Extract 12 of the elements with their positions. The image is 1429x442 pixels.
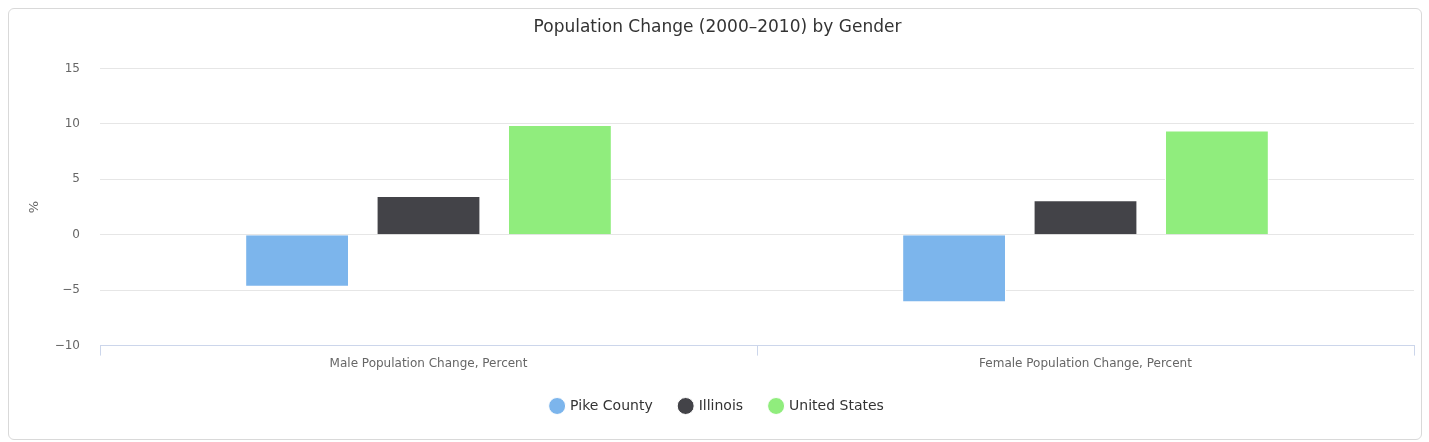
y-tick-label: −5 bbox=[62, 282, 80, 297]
y-tick-label: 0 bbox=[72, 226, 80, 241]
x-tick-label: Male Population Change, Percent bbox=[329, 355, 528, 370]
y-tick-label: −10 bbox=[54, 337, 80, 352]
x-tick-label: Female Population Change, Percent bbox=[979, 355, 1193, 370]
y-tick-label: 5 bbox=[72, 171, 80, 186]
legend-label: Pike County bbox=[570, 396, 653, 413]
chart-title: Population Change (2000–2010) by Gender bbox=[533, 15, 902, 36]
y-tick-label: 10 bbox=[64, 115, 80, 130]
legend-label: Illinois bbox=[698, 396, 744, 413]
y-axis-title: % bbox=[26, 200, 42, 214]
y-tick-label: 15 bbox=[64, 60, 80, 75]
